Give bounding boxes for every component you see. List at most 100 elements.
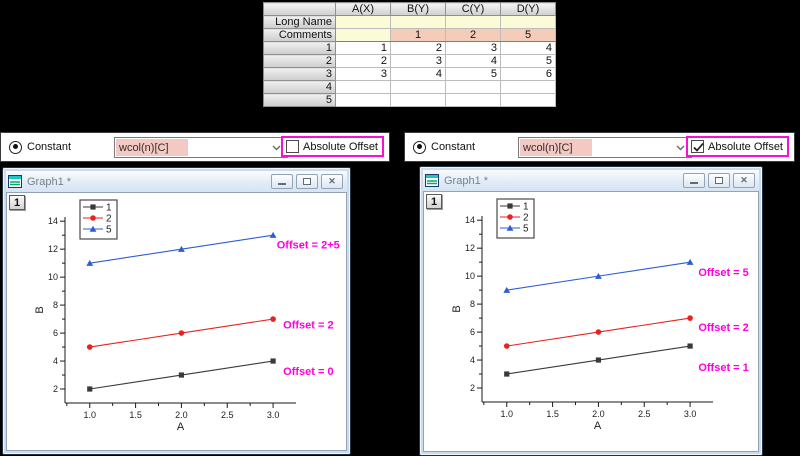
svg-text:1: 1 [106, 203, 112, 214]
svg-text:2: 2 [106, 214, 112, 225]
worksheet-corner[interactable] [263, 2, 336, 16]
worksheet-cell[interactable] [390, 80, 446, 94]
offset-formula-value[interactable]: wcol(n)[C] [520, 139, 592, 156]
column-header[interactable]: B(Y) [390, 2, 446, 16]
worksheet-cell[interactable] [335, 15, 391, 29]
svg-text:5: 5 [106, 225, 112, 236]
worksheet-cell[interactable] [445, 93, 501, 107]
window-titlebar[interactable]: Graph1 * ✕ [423, 170, 759, 191]
worksheet-cell[interactable] [335, 80, 391, 94]
absolute-offset-checkbox[interactable] [690, 140, 704, 153]
svg-text:2.5: 2.5 [221, 410, 234, 420]
column-header[interactable]: D(Y) [500, 2, 556, 16]
worksheet-cell[interactable]: 2 [445, 28, 501, 42]
svg-text:A: A [177, 421, 185, 433]
svg-text:Offset = 0: Offset = 0 [283, 366, 333, 378]
layer-1-button[interactable]: 1 [426, 194, 442, 209]
restore-icon[interactable] [708, 173, 730, 188]
absolute-offset-checkbox[interactable] [285, 140, 299, 153]
table-row: Long Name [263, 15, 556, 29]
restore-icon[interactable] [296, 174, 318, 189]
row-header[interactable]: Comments [263, 28, 336, 42]
absolute-offset-label: Absolute Offset [302, 140, 378, 153]
close-icon[interactable]: ✕ [321, 174, 343, 189]
worksheet-cell[interactable] [500, 15, 556, 29]
graph-canvas[interactable]: 1 1.0 1.5 2.0 2.5 3.0 2 4 6 8 10 12 14 A B 1 2 5 Offset =… [6, 192, 347, 451]
svg-text:2: 2 [53, 384, 58, 394]
chevron-down-icon[interactable] [272, 145, 281, 151]
worksheet-cell[interactable] [335, 93, 391, 107]
row-header[interactable]: 1 [263, 41, 336, 55]
constant-radio[interactable] [9, 140, 22, 154]
radio-dot [12, 144, 18, 149]
svg-text:Offset = 1: Offset = 1 [698, 362, 748, 374]
worksheet-cell[interactable]: 4 [500, 41, 556, 55]
svg-text:4: 4 [470, 355, 475, 365]
worksheet-cell[interactable]: 5 [445, 67, 501, 81]
worksheet-cell[interactable] [335, 28, 391, 42]
close-icon[interactable]: ✕ [733, 173, 755, 188]
window-titlebar[interactable]: Graph1 * ✕ [6, 171, 347, 192]
row-header[interactable]: 2 [263, 54, 336, 68]
graph-window-icon [8, 175, 22, 188]
graph-window-right: Graph1 * ✕ 1 1.0 1.5 2.0 2.5 3.0 2 4 6 8 10 12 14 A B… [419, 166, 763, 456]
layer-1-button[interactable]: 1 [9, 195, 25, 210]
svg-text:8: 8 [53, 300, 58, 310]
worksheet-cell[interactable] [445, 80, 501, 94]
chevron-down-icon[interactable] [676, 145, 685, 151]
constant-radio-group: Constant [9, 140, 71, 154]
row-header[interactable]: 4 [263, 80, 336, 94]
svg-text:1: 1 [523, 202, 529, 213]
worksheet-cell[interactable] [390, 15, 446, 29]
row-header[interactable]: Long Name [263, 15, 336, 29]
svg-text:Offset = 2+5: Offset = 2+5 [277, 239, 340, 251]
svg-text:10: 10 [465, 271, 475, 281]
worksheet-cell[interactable] [500, 80, 556, 94]
window-title: Graph1 * [27, 175, 72, 188]
worksheet-table: A(X) B(Y) C(Y) D(Y) Long Name Comments 1 2 5 1 1 2 3… [263, 2, 556, 107]
worksheet-cell[interactable]: 3 [335, 67, 391, 81]
offset-formula-value[interactable]: wcol(n)[C] [116, 139, 188, 156]
offset-formula-combobox[interactable]: wcol(n)[C] [114, 137, 288, 158]
svg-text:1.5: 1.5 [129, 410, 142, 420]
worksheet-cell[interactable]: 3 [445, 41, 501, 55]
graph-canvas[interactable]: 1 1.0 1.5 2.0 2.5 3.0 2 4 6 8 10 12 14 A B 1 2 5 Offset =… [423, 191, 759, 452]
minimize-icon[interactable] [683, 173, 705, 188]
svg-text:4: 4 [53, 356, 58, 366]
worksheet-cell[interactable]: 4 [445, 54, 501, 68]
svg-text:B: B [34, 306, 46, 313]
worksheet-cell[interactable]: 4 [390, 67, 446, 81]
column-header[interactable]: C(Y) [445, 2, 501, 16]
worksheet-cell[interactable]: 2 [390, 41, 446, 55]
worksheet-cell[interactable] [390, 93, 446, 107]
minimize-icon[interactable] [271, 174, 293, 189]
svg-text:10: 10 [48, 272, 58, 282]
radio-dot [416, 144, 422, 149]
offset-panel-right: Constant wcol(n)[C] Absolute Offset [404, 132, 795, 162]
worksheet-cell[interactable] [500, 93, 556, 107]
worksheet-cell[interactable]: 2 [335, 54, 391, 68]
constant-radio[interactable] [413, 140, 426, 154]
worksheet-cell[interactable]: 5 [500, 28, 556, 42]
constant-radio-group: Constant [413, 140, 475, 154]
worksheet-cell[interactable] [445, 15, 501, 29]
row-header[interactable]: 5 [263, 93, 336, 107]
absolute-offset-highlight: Absolute Offset [280, 136, 384, 157]
row-header[interactable]: 3 [263, 67, 336, 81]
offset-formula-combobox[interactable]: wcol(n)[C] [518, 137, 692, 158]
worksheet-cell[interactable]: 6 [500, 67, 556, 81]
worksheet-cell[interactable]: 1 [390, 28, 446, 42]
worksheet-cell[interactable]: 5 [500, 54, 556, 68]
column-header[interactable]: A(X) [335, 2, 391, 16]
absolute-offset-highlight: Absolute Offset [685, 136, 789, 157]
worksheet-cell[interactable]: 1 [335, 41, 391, 55]
svg-text:14: 14 [465, 215, 475, 225]
worksheet-cell[interactable]: 3 [390, 54, 446, 68]
svg-text:2.0: 2.0 [592, 409, 605, 419]
svg-text:2.5: 2.5 [638, 409, 651, 419]
